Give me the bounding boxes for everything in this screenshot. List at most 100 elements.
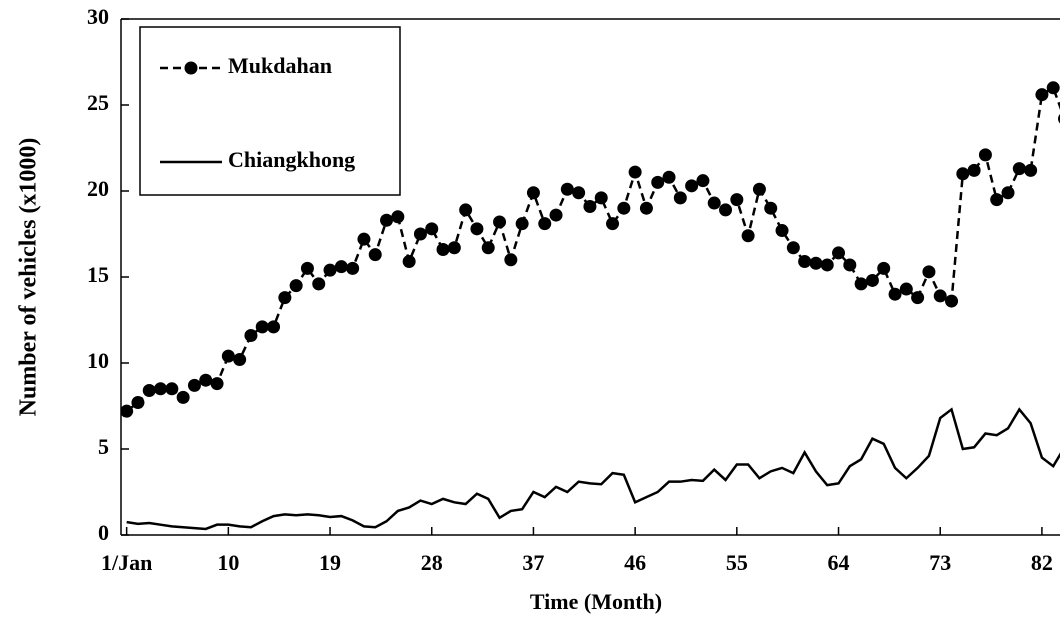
point [956,167,970,181]
point [945,294,959,308]
point [639,201,653,215]
point [255,320,269,334]
point [368,248,382,262]
point [865,273,879,287]
point [447,241,461,255]
y-tick-label: 20 [87,176,109,201]
legend-marker [184,61,198,75]
x-tick-label: 19 [319,550,341,575]
y-tick-label: 25 [87,90,109,115]
point [526,186,540,200]
point [346,261,360,275]
point [233,353,247,367]
y-tick-label: 15 [87,262,109,287]
point [267,320,281,334]
point [1001,186,1015,200]
x-tick-label: 73 [929,550,951,575]
point [685,179,699,193]
point [730,193,744,207]
point [854,277,868,291]
point [289,279,303,293]
point [142,384,156,398]
x-tick-label: 46 [624,550,646,575]
point [504,253,518,267]
y-tick-label: 30 [87,4,109,29]
point [493,215,507,229]
legend-box [139,26,401,196]
point [210,377,224,391]
point [707,196,721,210]
point [673,191,687,205]
point [1046,81,1060,95]
point [719,203,733,217]
point [402,255,416,269]
point [877,261,891,275]
point [651,175,665,189]
y-axis-label: Number of vehicles (x1000) [16,138,42,417]
point [312,277,326,291]
point [187,378,201,392]
plot-area [121,81,1060,531]
y-tick-label: 5 [98,434,109,459]
point [549,208,563,222]
x-tick-label: 28 [421,550,443,575]
point [888,287,902,301]
point [323,263,337,277]
x-tick-label: 10 [217,550,239,575]
point [131,396,145,410]
point [121,404,134,418]
point [560,182,574,196]
point [764,201,778,215]
x-axis-label: Time (Month) [530,589,662,614]
point [481,241,495,255]
point [244,328,258,342]
legend-label: Chiangkhong [228,147,355,172]
point [176,390,190,404]
point [798,255,812,269]
point [786,241,800,255]
point [572,186,586,200]
point [820,258,834,272]
point [899,282,913,296]
point [628,165,642,179]
point [278,291,292,305]
x-tick-label: 55 [726,550,748,575]
point [357,232,371,246]
point [662,170,676,184]
legend-label: Mukdahan [228,53,332,78]
point [300,261,314,275]
point [606,217,620,231]
point [978,148,992,162]
y-tick-label: 0 [98,520,109,545]
point [741,229,755,243]
point [911,291,925,305]
x-tick-label: 82 [1031,550,1053,575]
point [832,246,846,260]
point [165,382,179,396]
point [1012,162,1026,176]
point [843,258,857,272]
point [221,349,235,363]
point [459,203,473,217]
point [199,373,213,387]
point [334,260,348,274]
point [933,289,947,303]
series-line [126,407,1060,531]
point [696,174,710,188]
point [538,217,552,231]
y-tick-label: 10 [87,348,109,373]
x-tick-label: 1/Jan [101,550,152,575]
point [990,193,1004,207]
point [809,256,823,270]
point [391,210,405,224]
point [922,265,936,279]
point [413,227,427,241]
point [380,213,394,227]
point [594,191,608,205]
point [583,199,597,213]
x-tick-label: 37 [522,550,544,575]
point [470,222,484,236]
point [1024,163,1038,177]
point [752,182,766,196]
